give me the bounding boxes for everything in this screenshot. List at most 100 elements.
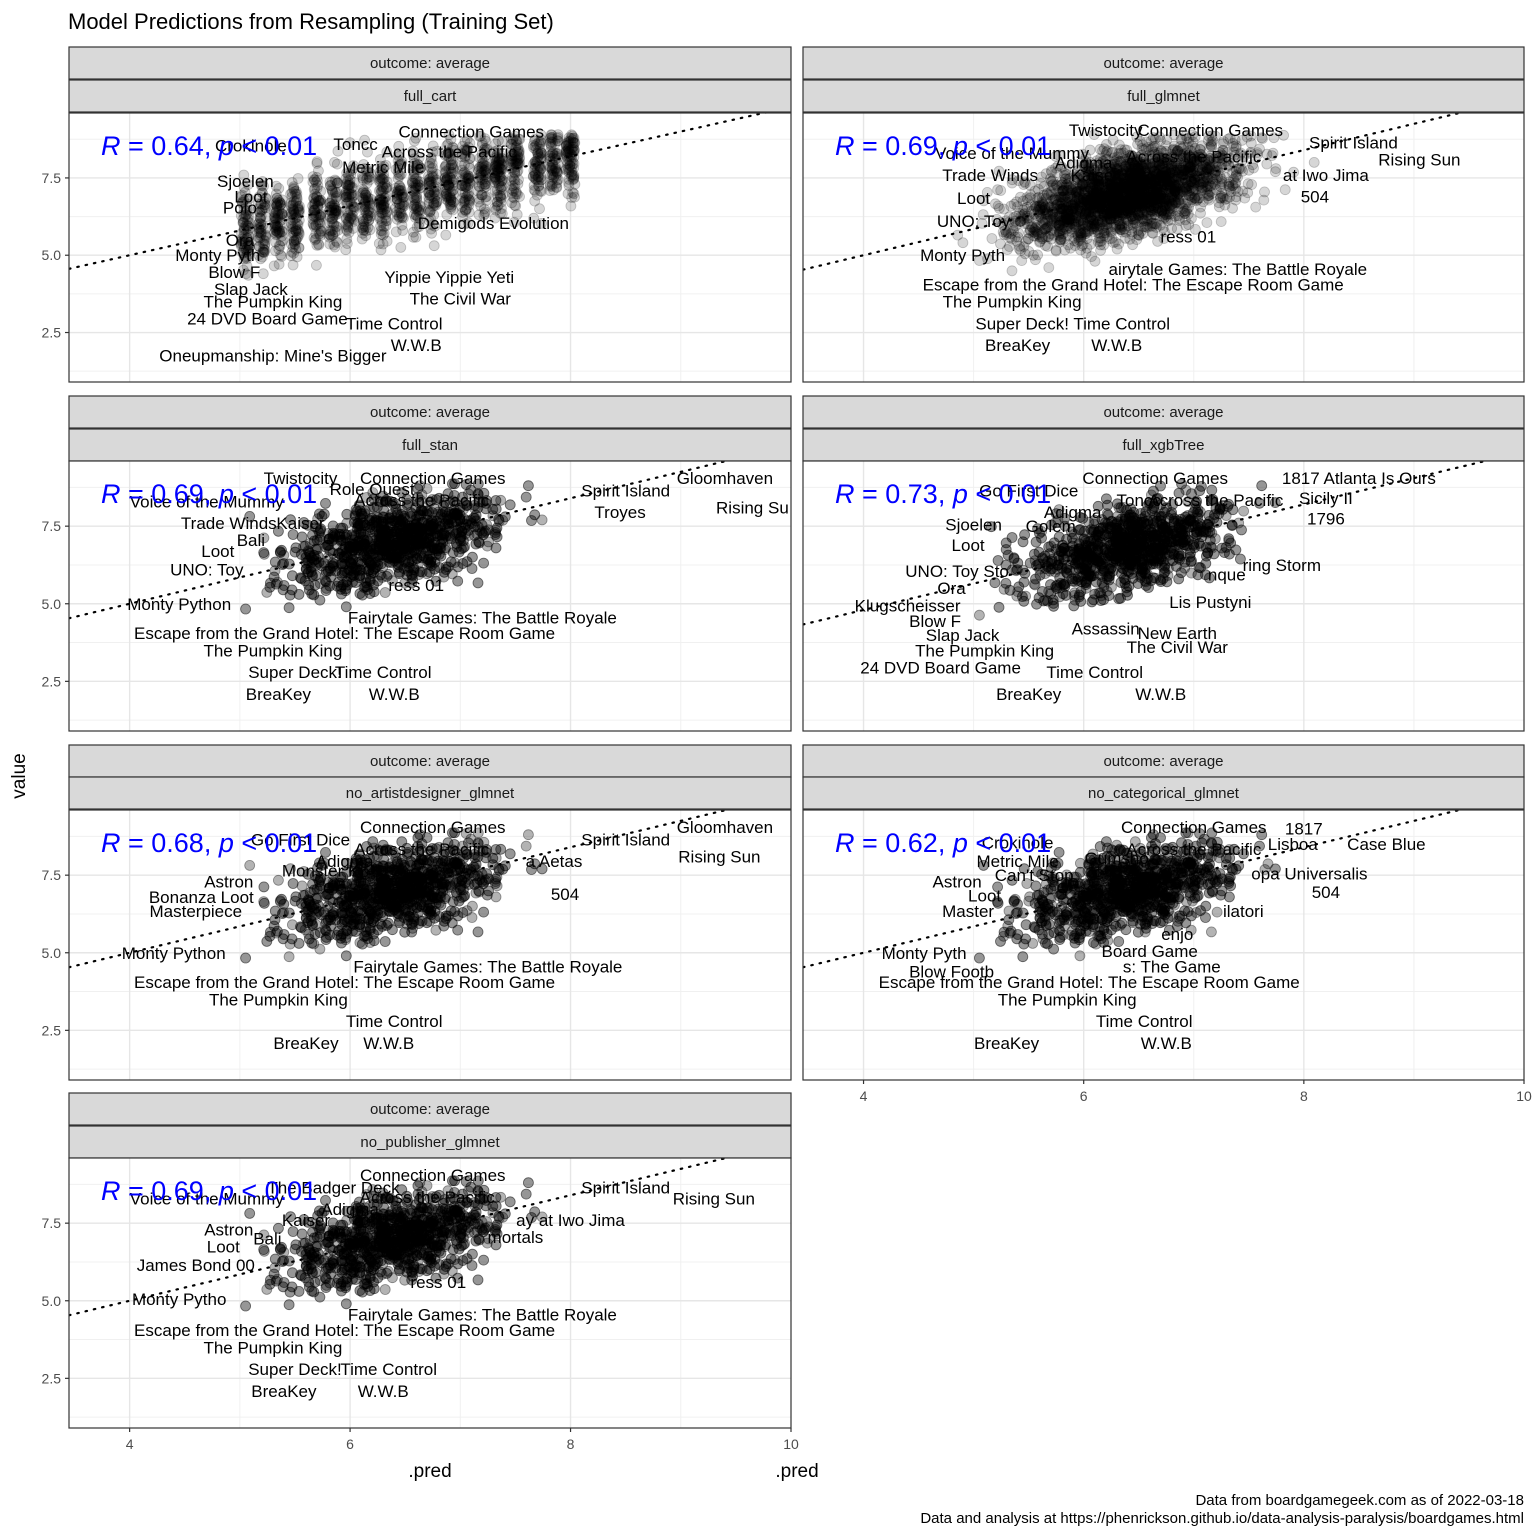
- data-point: [311, 156, 323, 168]
- data-point: [442, 147, 454, 158]
- data-point: [242, 269, 254, 281]
- data-point: [544, 153, 556, 165]
- data-point: [477, 174, 488, 186]
- data-point: [359, 188, 371, 199]
- data-point: [289, 224, 301, 236]
- data-point: [1028, 249, 1039, 261]
- data-point: [569, 191, 580, 203]
- data-point: [407, 149, 419, 161]
- data-point: [256, 180, 268, 192]
- data-point: [258, 246, 270, 258]
- data-point: [276, 208, 288, 220]
- data-point: [314, 228, 326, 240]
- data-point: [534, 148, 546, 160]
- data-point: [270, 229, 282, 241]
- data-point: [423, 187, 435, 199]
- correlation-annotation: R = 0.64, p < 0.01: [101, 131, 317, 161]
- data-point: [447, 159, 459, 170]
- data-point: [408, 209, 420, 221]
- data-point: [1054, 234, 1066, 246]
- data-point: [359, 205, 370, 217]
- data-point: [341, 191, 353, 203]
- panel-full-glmnet: outcome: averagefull_glmnetTwistocityCon…: [802, 46, 1525, 383]
- data-point: [551, 166, 563, 178]
- data-point: [551, 174, 563, 186]
- data-point: [1020, 235, 1031, 247]
- strip-model-label: full_glmnet: [1127, 88, 1200, 105]
- data-point: [412, 159, 424, 171]
- data-point: [357, 187, 369, 198]
- data-point: [329, 200, 341, 211]
- data-point: [463, 194, 475, 206]
- data-point: [373, 238, 385, 249]
- data-point: [374, 173, 386, 185]
- data-point: [1161, 182, 1172, 194]
- data-point: [395, 241, 407, 253]
- data-point: [392, 162, 404, 174]
- data-point: [1160, 193, 1172, 205]
- data-point: [408, 203, 420, 214]
- data-point: [348, 214, 360, 225]
- data-point: [260, 229, 272, 241]
- data-point: [276, 208, 287, 220]
- data-point: [512, 188, 523, 200]
- data-point: [507, 171, 518, 183]
- data-point: [423, 195, 435, 207]
- data-point: [243, 235, 255, 247]
- data-point: [430, 168, 442, 180]
- data-point: [377, 173, 389, 185]
- point-label: at Iwo Jima: [1283, 166, 1370, 185]
- data-point: [328, 202, 340, 214]
- data-point: [562, 188, 574, 200]
- data-point: [341, 185, 352, 197]
- data-point: [269, 215, 281, 227]
- data-point: [236, 233, 248, 245]
- data-point: [309, 183, 321, 194]
- data-point: [360, 189, 372, 201]
- data-point: [381, 181, 393, 193]
- data-point: [240, 209, 252, 221]
- data-point: [374, 171, 386, 183]
- data-point: [552, 152, 563, 164]
- data-point: [509, 199, 521, 211]
- data-point: [535, 171, 547, 183]
- data-point: [293, 242, 305, 254]
- data-point: [252, 219, 264, 231]
- data-point: [363, 206, 375, 218]
- data-point: [511, 161, 522, 173]
- data-point: [253, 227, 265, 239]
- data-point: [409, 173, 421, 185]
- data-point: [290, 234, 302, 246]
- data-point: [254, 206, 266, 218]
- data-point: [326, 195, 338, 207]
- data-point: [568, 137, 580, 149]
- data-point: [357, 174, 369, 185]
- data-point: [511, 156, 522, 168]
- data-point: [341, 223, 352, 235]
- data-point: [407, 165, 419, 176]
- point-label: Metric Mile: [342, 158, 424, 177]
- data-point: [562, 158, 574, 170]
- point-label: Yippie Yippie Yeti: [384, 268, 514, 287]
- data-point: [341, 189, 353, 201]
- data-point: [1192, 192, 1204, 204]
- data-point: [1223, 176, 1235, 188]
- data-point: [273, 239, 285, 251]
- data-point: [496, 208, 508, 220]
- data-point: [1215, 192, 1227, 204]
- data-point: [293, 242, 305, 254]
- data-point: [1250, 201, 1262, 213]
- data-point: [440, 193, 452, 205]
- data-point: [240, 220, 252, 232]
- data-point: [444, 198, 456, 210]
- data-point: [509, 157, 521, 169]
- data-point: [460, 144, 472, 156]
- data-point: [292, 224, 304, 236]
- data-point: [446, 199, 458, 211]
- data-point: [275, 249, 287, 261]
- data-point: [491, 189, 503, 201]
- data-point: [1122, 167, 1133, 179]
- data-point: [330, 186, 341, 198]
- data-point: [275, 198, 287, 210]
- data-point: [380, 212, 392, 224]
